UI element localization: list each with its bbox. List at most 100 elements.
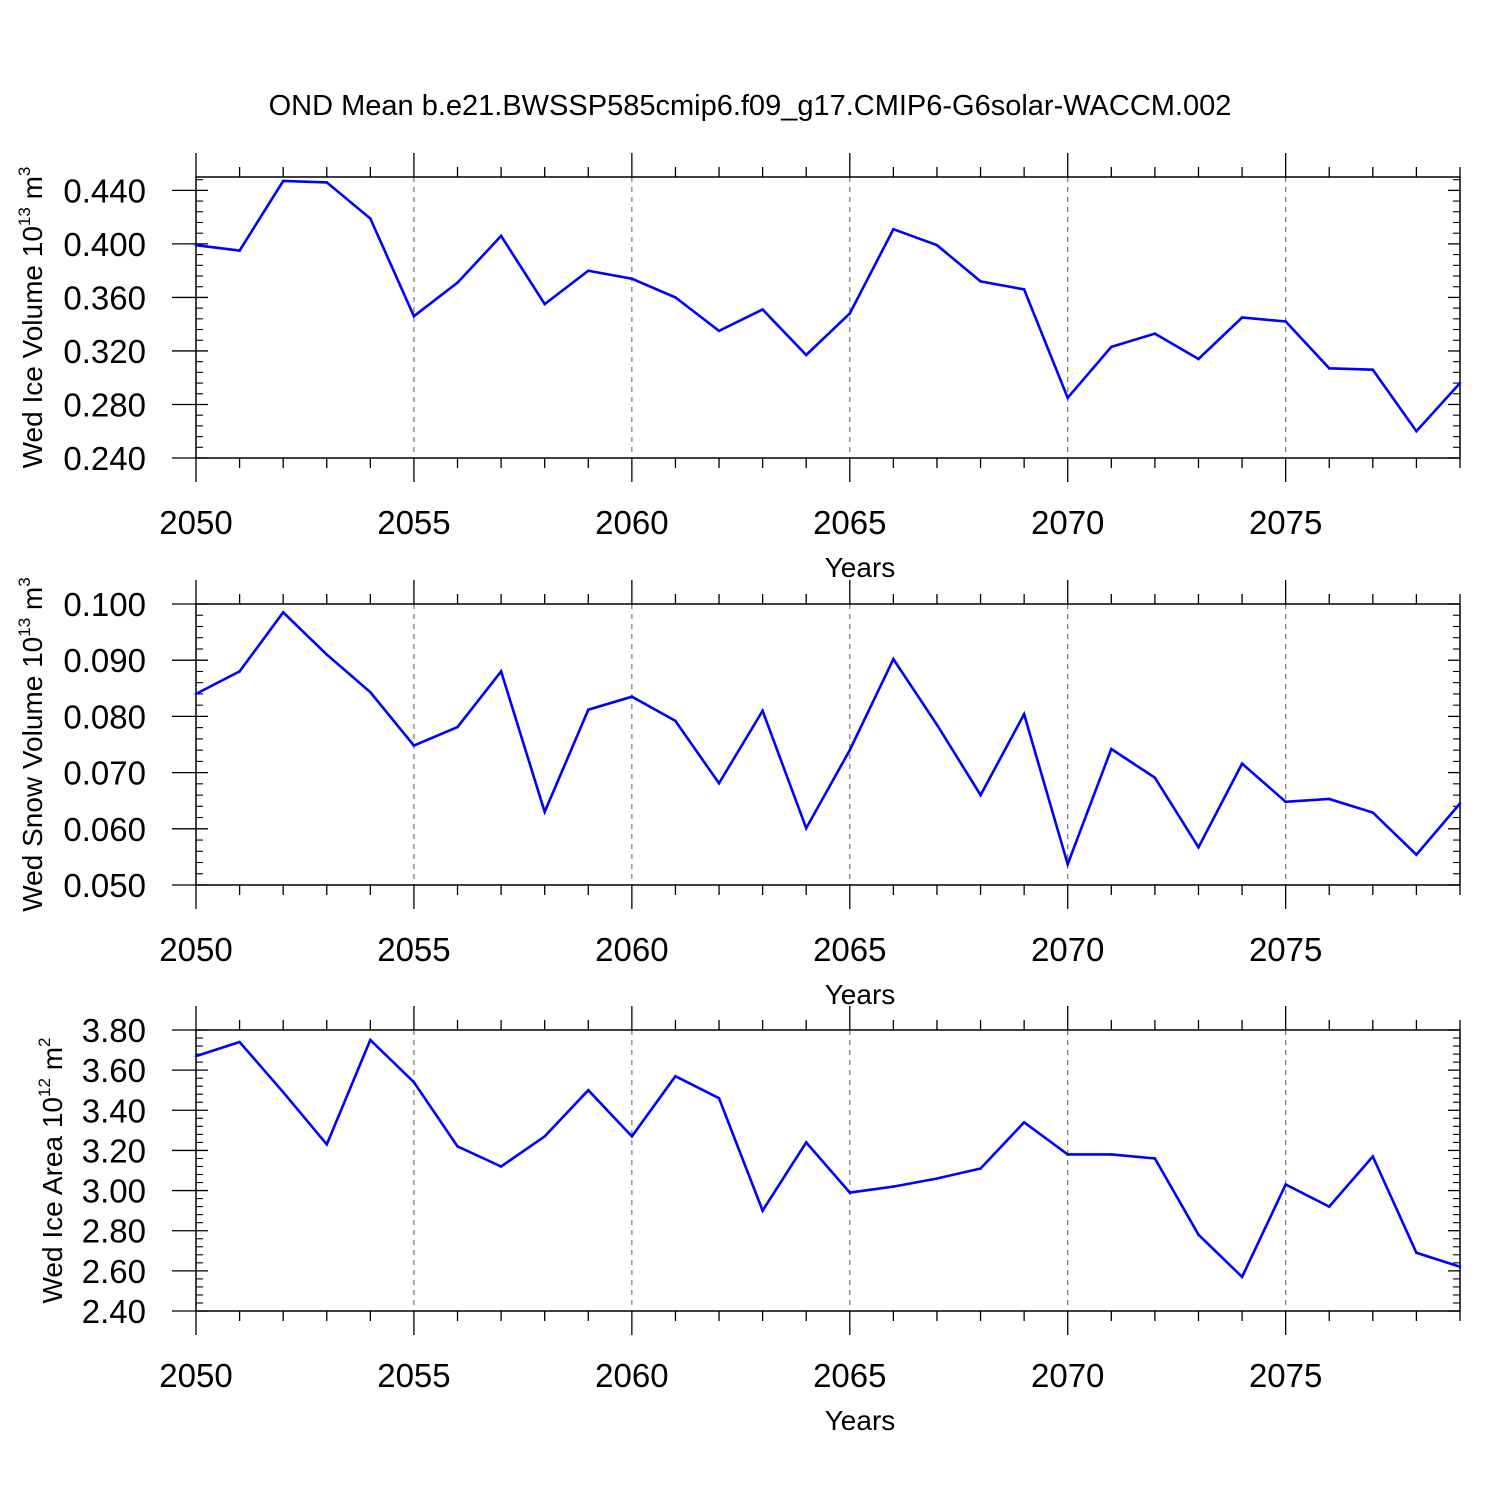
y-tick-label: 0.320 [63, 333, 146, 370]
y-axis-label-exponent: 13 [15, 207, 34, 226]
data-point [1371, 368, 1375, 371]
x-tick-label: 2070 [1031, 504, 1104, 541]
data-point [1066, 862, 1070, 866]
data-point [499, 670, 503, 673]
data-point [935, 243, 939, 247]
data-point [1022, 1121, 1026, 1124]
data-point [1284, 1183, 1287, 1186]
data-point [412, 314, 416, 318]
data-point [1371, 1155, 1375, 1158]
data-point [1458, 381, 1462, 385]
x-tick-label: 2075 [1249, 504, 1322, 541]
x-tick-label: 2060 [595, 1357, 668, 1394]
data-point [1415, 429, 1418, 433]
data-point [1153, 776, 1157, 779]
data-point [281, 611, 285, 614]
x-tick-label: 2075 [1249, 931, 1322, 968]
data-point [674, 1074, 677, 1078]
data-point [194, 692, 198, 696]
series-line [195, 179, 1461, 434]
data-point [1284, 320, 1287, 323]
data-point [630, 695, 634, 699]
y-axis-label-unit-exponent: 3 [15, 577, 34, 586]
x-tick-label: 2065 [813, 504, 886, 541]
y-tick-label: 0.360 [63, 279, 146, 316]
data-point [456, 281, 459, 285]
plot-frame [195, 176, 1461, 459]
data-point [1197, 846, 1200, 849]
data-point [804, 353, 808, 357]
y-tick-label: 3.20 [82, 1132, 146, 1169]
data-point [238, 249, 241, 252]
data-point [1022, 712, 1026, 716]
y-axis-label-text: Wed Snow Volume 10 [17, 637, 48, 912]
y-tick-label: 2.40 [82, 1293, 146, 1330]
data-point [281, 1090, 285, 1094]
data-point [1066, 1153, 1070, 1156]
data-point [1327, 797, 1331, 801]
data-point [194, 243, 198, 247]
data-point [761, 709, 764, 713]
x-tick-label: 2070 [1031, 931, 1104, 968]
data-point [238, 1040, 241, 1044]
plot-frame [195, 603, 1461, 886]
data-point [543, 810, 546, 814]
y-axis-label-text: Wed Ice Area 10 [37, 1097, 68, 1304]
y-tick-label: 3.80 [82, 1012, 146, 1049]
x-axis-label: Years [825, 979, 896, 1010]
y-axis-label-unit-exponent: 3 [15, 167, 34, 176]
data-point [892, 657, 895, 661]
data-point [369, 690, 372, 694]
data-point [761, 1209, 764, 1212]
y-axis-label: Wed Ice Volume 1013 m3 [15, 167, 48, 469]
data-point [1240, 762, 1244, 765]
data-point [979, 1167, 982, 1170]
plot-frame [195, 1029, 1461, 1312]
data-point [412, 744, 416, 747]
chart-title: OND Mean b.e21.BWSSP585cmip6.f09_g17.CMI… [269, 90, 1232, 122]
data-point [761, 308, 764, 311]
data-point [1022, 288, 1026, 291]
data-point [630, 277, 634, 280]
data-point [456, 1145, 459, 1148]
data-point [1284, 800, 1287, 804]
y-tick-label: 0.070 [63, 755, 146, 792]
data-point [717, 1096, 721, 1100]
x-tick-label: 2050 [159, 504, 232, 541]
y-tick-label: 0.060 [63, 811, 146, 848]
data-point [1458, 802, 1462, 805]
data-point [1327, 1205, 1331, 1208]
y-tick-label: 0.400 [63, 226, 146, 263]
x-axis-label: Years [825, 1405, 896, 1436]
y-tick-label: 0.080 [63, 698, 146, 735]
data-point [717, 781, 721, 785]
y-tick-label: 3.40 [82, 1092, 146, 1129]
chart-panel-3: 2050 2055 2060 2065 2070 2075 2.402.602.803.00… [35, 1006, 1462, 1436]
data-point [848, 1191, 852, 1194]
y-tick-label: 2.60 [82, 1253, 146, 1290]
x-tick-label: 2050 [159, 931, 232, 968]
x-tick-label: 2050 [159, 1357, 232, 1394]
x-tick-label: 2060 [595, 931, 668, 968]
x-tick-label: 2055 [377, 1357, 450, 1394]
data-point [1415, 1251, 1418, 1255]
series-line [195, 610, 1461, 869]
data-point [1415, 853, 1418, 856]
data-point [1371, 811, 1375, 814]
data-point [979, 280, 982, 283]
y-tick-label: 0.100 [63, 586, 146, 623]
x-tick-label: 2055 [377, 504, 450, 541]
chart-panels: 2050 2055 2060 2065 2070 2075 0.240 0.280 0.320 0… [15, 153, 1462, 1436]
data-point [499, 1165, 503, 1168]
data-point [717, 329, 721, 333]
data-point [848, 312, 852, 315]
y-tick-label: 3.00 [82, 1173, 146, 1210]
data-point [325, 1143, 329, 1146]
data-point [543, 1135, 546, 1138]
chart-panel-2: 2050 2055 2060 2065 2070 2075 0.050 0.060 0.070 0… [15, 577, 1462, 1010]
x-tick-label: 2075 [1249, 1357, 1322, 1394]
data-point [1066, 396, 1070, 400]
data-point [674, 719, 677, 723]
x-tick-label: 2055 [377, 931, 450, 968]
data-point [848, 748, 852, 752]
